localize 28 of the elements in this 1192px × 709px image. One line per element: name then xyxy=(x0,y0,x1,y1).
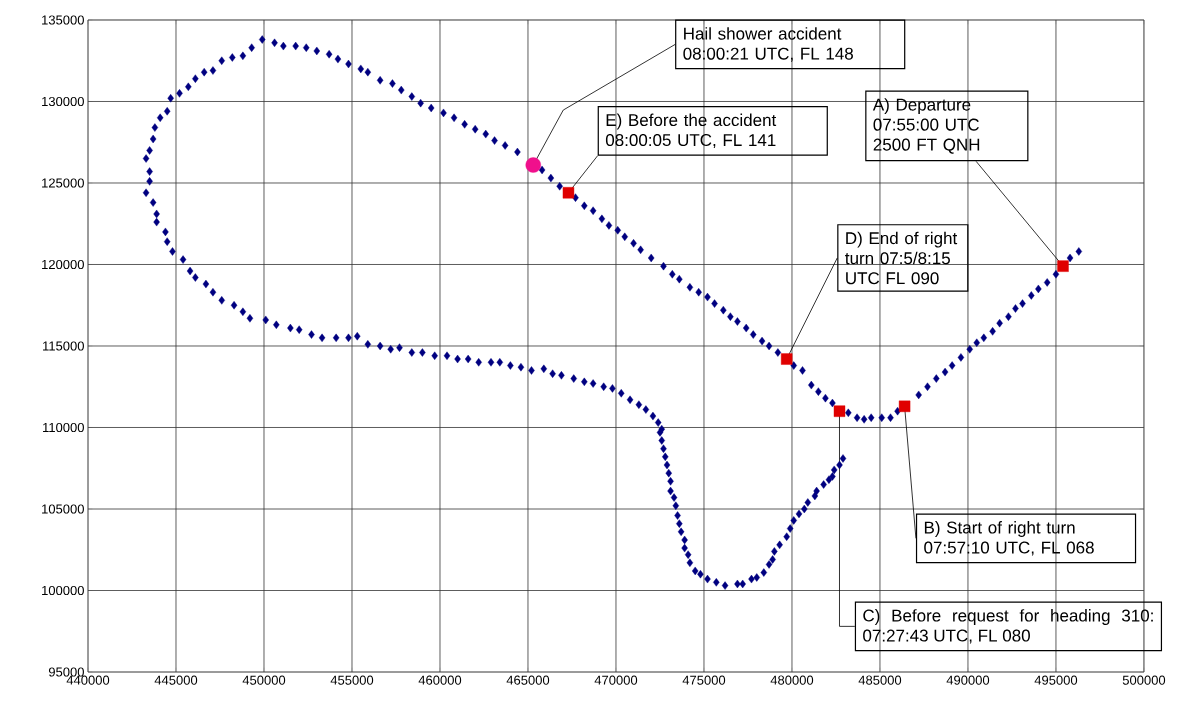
annotation: B) Start of right turn 07:57:10 UTC, FL 068 xyxy=(924,521,1094,556)
y-tick-label: 100000 xyxy=(42,585,84,596)
x-tick-label: 470000 xyxy=(594,675,638,685)
x-tick-label: 445000 xyxy=(154,675,198,685)
x-tick-label: 495000 xyxy=(1034,675,1078,685)
y-tick-label: 95000 xyxy=(48,667,84,677)
x-tick-label: 485000 xyxy=(858,675,902,685)
annotation: Hail shower accident 08:00:21 UTC, FL 148 xyxy=(683,27,853,62)
y-tick-label: 135000 xyxy=(42,15,84,25)
x-tick-label: 465000 xyxy=(506,675,550,685)
x-tick-label: 500000 xyxy=(1122,675,1166,685)
x-tick-label: 460000 xyxy=(418,675,462,685)
y-tick-label: 105000 xyxy=(42,504,84,514)
annotation: A) Departure 07:55:00 UTC 2500 FT QNH xyxy=(872,98,980,154)
x-tick-label: 455000 xyxy=(330,675,374,685)
x-tick-label: 440000 xyxy=(66,675,110,685)
y-tick-label: 115000 xyxy=(43,341,84,351)
x-tick-label: 490000 xyxy=(946,675,990,685)
annotation: C) Before request for heading 310: 07:27:43 UTC, FL 080 xyxy=(863,609,1153,644)
y-tick-label: 130000 xyxy=(42,96,84,107)
y-tick-label: 120000 xyxy=(42,259,84,270)
annotation: D) End of right turn 07:5/8:15 UTC FL 090 xyxy=(845,231,958,285)
x-tick-label: 475000 xyxy=(682,675,726,685)
annotation: E) Before the accident 08:00:05 UTC, FL 141 xyxy=(605,113,777,149)
x-tick-label: 450000 xyxy=(242,675,286,685)
y-tick-label: 110000 xyxy=(43,422,84,433)
y-tick-label: 125000 xyxy=(42,178,84,188)
x-tick-label: 480000 xyxy=(770,675,814,685)
